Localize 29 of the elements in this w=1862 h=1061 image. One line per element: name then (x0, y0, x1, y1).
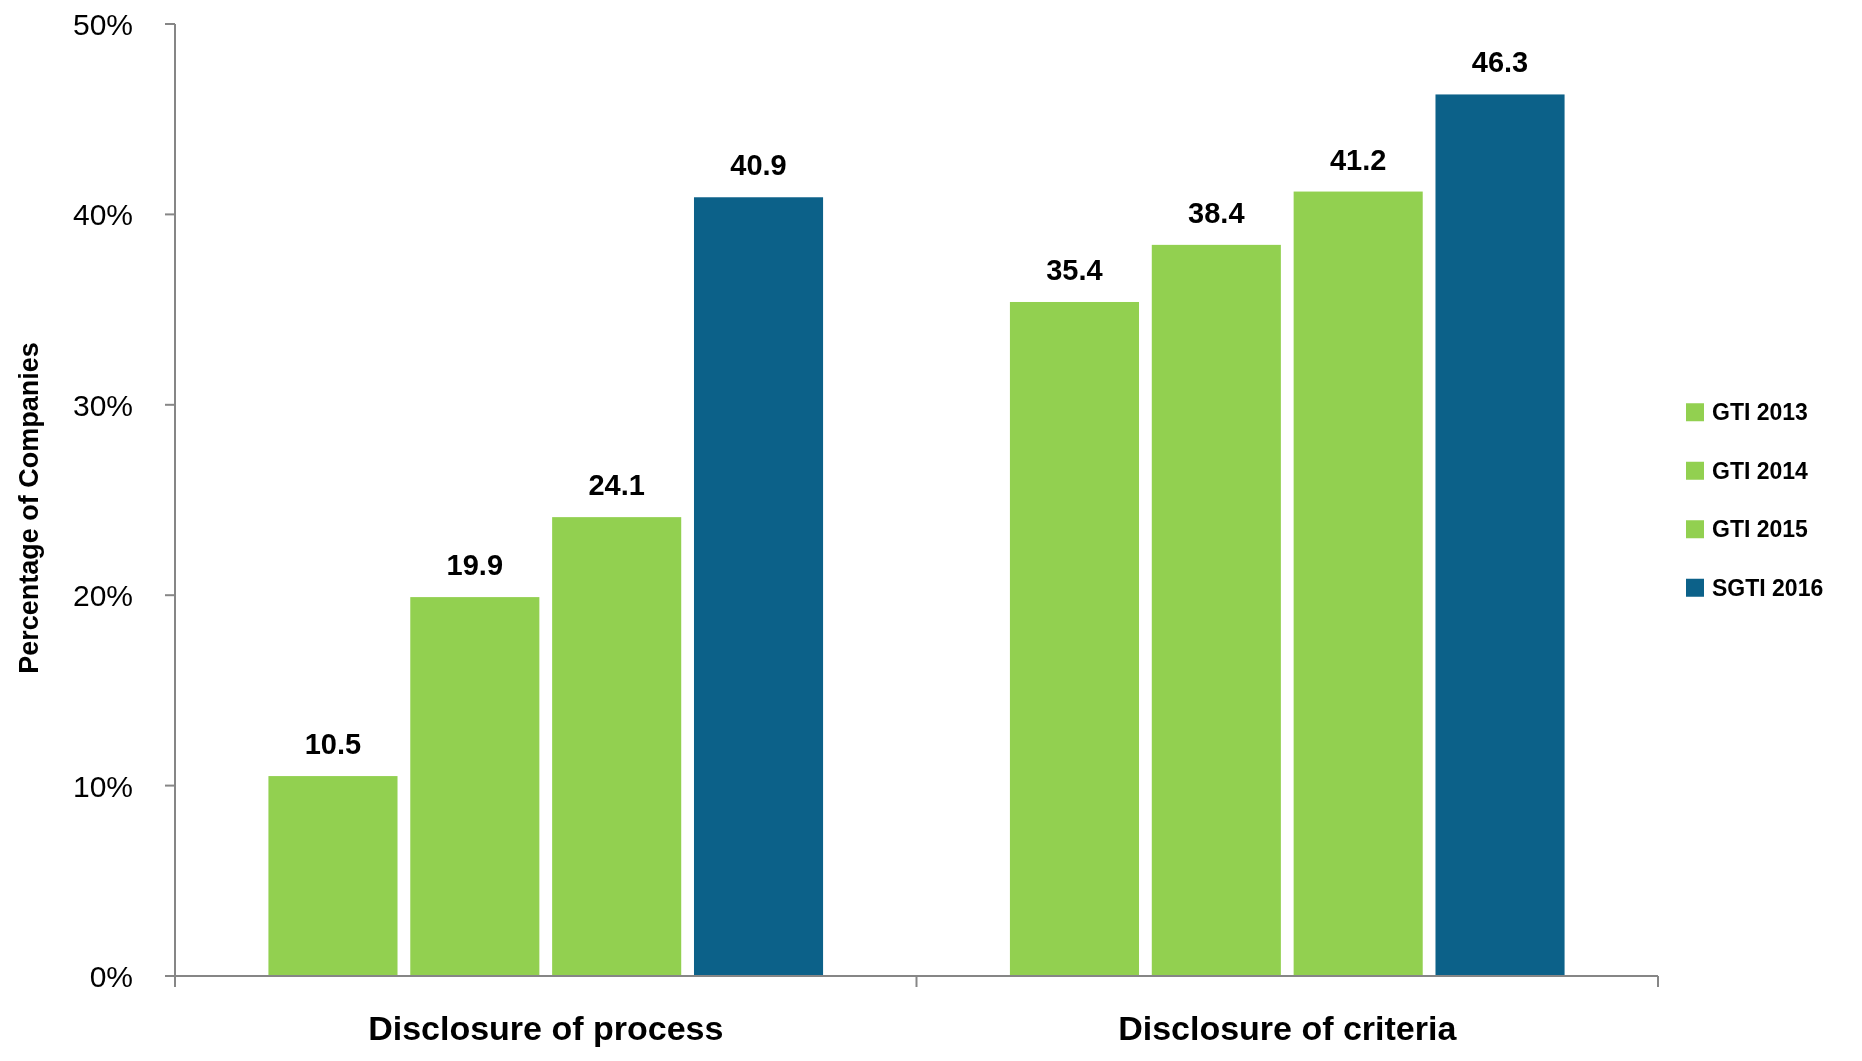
data-label: 19.9 (446, 549, 504, 582)
x-tick-label: Disclosure of process (368, 1009, 724, 1047)
y-tick-label: 0% (89, 960, 133, 993)
y-tick-label: 30% (72, 388, 133, 422)
y-axis-title: Percentage of Companies (14, 342, 44, 674)
data-label: 41.2 (1329, 143, 1387, 176)
y-tick-label: 20% (72, 579, 133, 613)
bar (552, 517, 682, 976)
legend-label: GTI 2013 (1712, 399, 1808, 426)
bar (693, 197, 824, 976)
y-tick-label: 10% (72, 769, 133, 803)
y-tick-label: 40% (72, 198, 133, 232)
bar (1009, 301, 1140, 976)
bar (1435, 94, 1565, 976)
legend-label: GTI 2014 (1712, 457, 1809, 484)
bar (268, 776, 398, 976)
legend-label: GTI 2015 (1712, 516, 1809, 543)
data-label: 38.4 (1188, 196, 1245, 229)
bar (1151, 244, 1281, 976)
legend-label: SGTI 2016 (1712, 574, 1824, 601)
data-label: 24.1 (588, 469, 645, 502)
y-tick-label: 50% (72, 8, 133, 41)
x-tick-label: Disclosure of criteria (1118, 1009, 1458, 1047)
data-label: 46.3 (1471, 46, 1529, 79)
bar (410, 597, 540, 976)
data-label: 40.9 (730, 149, 787, 182)
bar (1293, 191, 1423, 976)
data-label: 35.4 (1046, 253, 1103, 286)
data-label: 10.5 (304, 728, 362, 761)
